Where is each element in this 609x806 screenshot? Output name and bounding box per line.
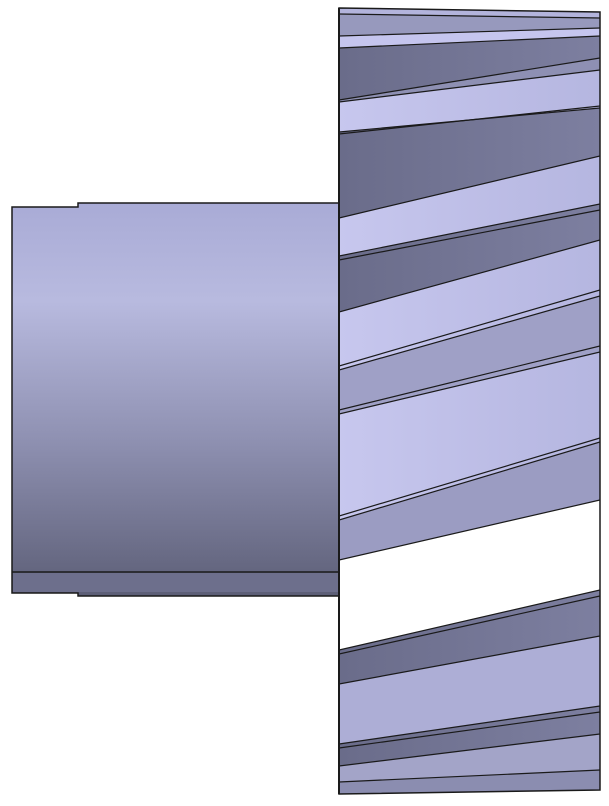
hub-body [11, 202, 340, 597]
gear-tooth-band [339, 28, 600, 48]
gear-tooth-band [339, 734, 600, 782]
gear-tooth-band [339, 204, 600, 312]
gear-tooth-band [339, 442, 600, 560]
gear-tooth-band [339, 70, 600, 132]
gear-tooth-band [339, 500, 600, 650]
gear-tooth-band [339, 296, 600, 414]
hub-bottom-band [13, 573, 338, 592]
gear-tooth-band [339, 770, 600, 794]
gear-tooth-edges [339, 13, 600, 783]
gear-tooth-band [339, 590, 600, 684]
hub-cylinder [11, 202, 340, 597]
gear-tooth-band [339, 636, 600, 744]
gear-tooth-band [339, 352, 600, 520]
gear-tooth-band [339, 156, 600, 256]
gear-tooth-band [339, 8, 600, 18]
gear-tooth-band [339, 240, 600, 370]
helical-gear [339, 8, 600, 794]
gear-tooth-band [339, 14, 600, 36]
gear-tooth-band [339, 108, 600, 218]
gear-tooth-band [339, 36, 600, 100]
